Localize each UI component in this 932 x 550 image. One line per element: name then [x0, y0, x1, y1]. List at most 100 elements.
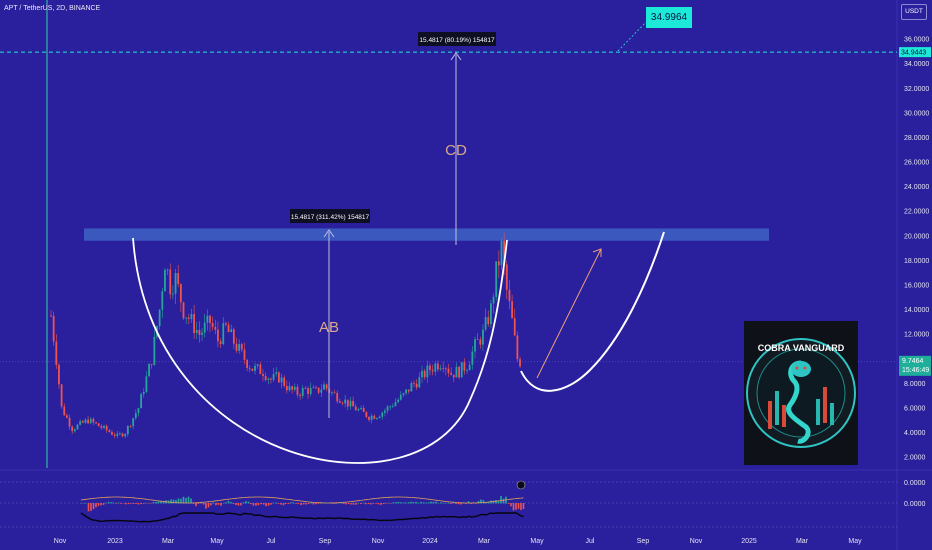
resistance-zone[interactable] — [84, 228, 769, 241]
x-axis[interactable]: Nov 2023 Mar May Jul Sep Nov 2024 Mar May Jul Sep No… — [54, 538, 862, 545]
candle-body — [429, 365, 431, 371]
oscillator-bar — [315, 503, 317, 505]
oscillator-bar — [250, 503, 252, 505]
candle-body — [89, 418, 92, 424]
candle-body — [209, 315, 211, 323]
oscillator-bar — [142, 503, 145, 504]
oscillator-bar — [265, 503, 267, 507]
oscillator-bar — [410, 501, 412, 504]
candle-body — [121, 433, 124, 437]
y-tick-label: 36.0000 — [904, 37, 929, 44]
oscillator-bar — [522, 503, 525, 509]
candle-body — [479, 339, 482, 345]
candle-body — [182, 302, 185, 319]
target-price-callout: 34.9964 — [646, 7, 692, 28]
oscillator-bar — [227, 500, 230, 504]
candle-body — [317, 387, 320, 393]
oscillator-bar — [122, 503, 125, 504]
oscillator-bar — [145, 502, 147, 504]
oscillator-bar — [405, 502, 407, 504]
cobra-logo-badge: COBRA VANGUARD — [746, 338, 856, 448]
candle-body — [113, 434, 116, 436]
candle-body — [219, 341, 222, 344]
candle-body — [291, 386, 294, 390]
candle-body — [381, 412, 384, 417]
currency-button[interactable]: USDT — [901, 4, 927, 20]
oscillator-bar — [485, 502, 487, 504]
candle-body — [177, 273, 180, 285]
candle-body — [227, 324, 230, 333]
oscillator-bar — [477, 500, 480, 504]
symbol-title[interactable]: APT / TetherUS, 2D, BINANCE — [4, 5, 101, 12]
oscillator-bar — [492, 500, 495, 504]
oscillator-bar — [112, 502, 115, 504]
candle-body — [468, 364, 471, 371]
candle-body — [476, 339, 479, 340]
candle-body — [185, 317, 188, 319]
candle-body — [447, 368, 450, 373]
oscillator-bar — [255, 503, 257, 506]
oscillator-bar — [507, 503, 510, 504]
oscillator-bar — [275, 502, 277, 504]
candle-body — [267, 378, 270, 380]
x-tick-label: May — [848, 538, 862, 545]
candle-body — [325, 384, 328, 389]
oscillator-bar — [152, 502, 155, 504]
oscillator-bar — [395, 502, 397, 504]
candle-body — [513, 318, 516, 336]
oscillator-marker — [516, 480, 526, 490]
oscillator-bar — [185, 497, 187, 504]
oscillator-bar — [385, 503, 387, 504]
oscillator-bar — [355, 503, 357, 505]
candle-body — [92, 418, 95, 423]
bar-countdown-text: 15:46:49 — [902, 367, 929, 374]
candle-body — [511, 301, 513, 319]
candle-body — [323, 384, 325, 390]
oscillator-bar — [380, 503, 382, 505]
oscillator-bar — [340, 502, 342, 504]
candle-body — [68, 417, 71, 427]
oscillator-bar — [440, 502, 442, 504]
candle-body — [384, 410, 386, 413]
candle-body — [301, 388, 304, 396]
candle-body — [474, 339, 476, 352]
ab-measure-box — [290, 209, 370, 223]
candle-body — [105, 425, 108, 431]
oscillator-bar — [375, 503, 377, 504]
candle-body — [373, 415, 376, 419]
candle-body — [201, 332, 203, 335]
candle-body — [516, 335, 519, 360]
candle-body — [145, 376, 148, 393]
oscillator-bar — [432, 501, 435, 504]
oscillator-bar — [292, 502, 295, 504]
candle-body — [264, 375, 267, 380]
candle-body — [280, 377, 283, 383]
oscillator-bar — [457, 503, 460, 505]
candle-body — [439, 368, 442, 370]
oscillator-bar — [202, 503, 205, 505]
oscillator-bar — [460, 503, 462, 505]
candle-body — [232, 329, 235, 344]
candle-body — [370, 415, 373, 420]
candle-body — [126, 425, 129, 435]
candle-body — [169, 269, 172, 295]
candle-body — [222, 323, 225, 344]
oscillator-bar — [387, 502, 390, 504]
y-tick-label: 30.0000 — [904, 110, 929, 117]
y-axis[interactable]: 36.0000 34.0000 32.0000 30.0000 28.0000 26.00… — [904, 37, 929, 462]
oscillator-bar — [350, 503, 352, 505]
candle-body — [193, 314, 195, 334]
candle-body — [500, 240, 503, 266]
candle-body — [455, 366, 458, 378]
candle-body — [386, 406, 389, 411]
oscillator-bar — [125, 503, 127, 505]
oscillator-bar — [272, 502, 275, 504]
oscillator-bar — [482, 500, 485, 504]
candle-body — [55, 341, 58, 365]
candle-body — [354, 406, 357, 411]
projection-arrow — [536, 248, 602, 379]
oscillator-bar — [287, 503, 290, 504]
oscillator-bar — [307, 503, 310, 504]
